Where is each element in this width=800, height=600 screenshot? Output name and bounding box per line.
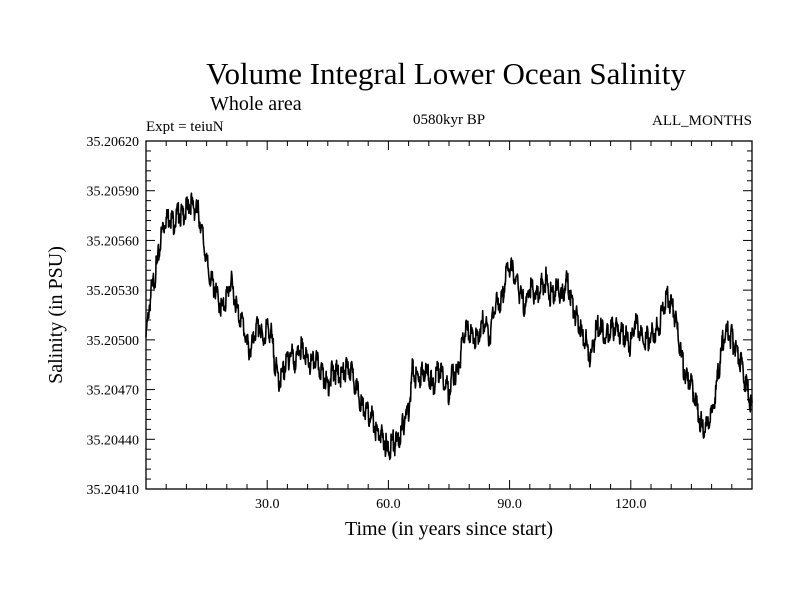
y-tick-label: 35.20440 (87, 433, 140, 448)
y-tick-label: 35.20470 (87, 384, 140, 399)
y-tick-label: 35.20410 (87, 483, 140, 498)
y-tick-label: 35.20530 (87, 284, 140, 299)
period-label: 0580kyr BP (413, 112, 485, 128)
chart-title: Volume Integral Lower Ocean Salinity (206, 56, 686, 91)
x-tick-label: 30.0 (255, 497, 280, 512)
tick-labels: 30.0 60.0 90.0 120.0 35.20410 35.20440 35.2047… (87, 135, 647, 512)
y-tick-label: 35.20500 (87, 334, 140, 349)
plot-frame (145, 140, 753, 490)
x-axis-label: Time (in years since start) (345, 518, 553, 540)
y-axis-label: Salinity (in PSU) (45, 246, 67, 384)
salinity-series-line (145, 192, 753, 461)
x-tick-label: 120.0 (615, 497, 647, 512)
experiment-label: Expt = teiuN (146, 119, 224, 135)
chart-subtitle: Whole area (210, 93, 302, 115)
x-tick-label: 60.0 (376, 497, 401, 512)
y-tick-label: 35.20590 (87, 185, 140, 200)
x-tick-label: 90.0 (497, 497, 522, 512)
y-tick-label: 35.20620 (87, 135, 140, 150)
axis-ticks (146, 141, 752, 489)
months-label: ALL_MONTHS (652, 113, 752, 129)
y-tick-label: 35.20560 (87, 234, 140, 249)
